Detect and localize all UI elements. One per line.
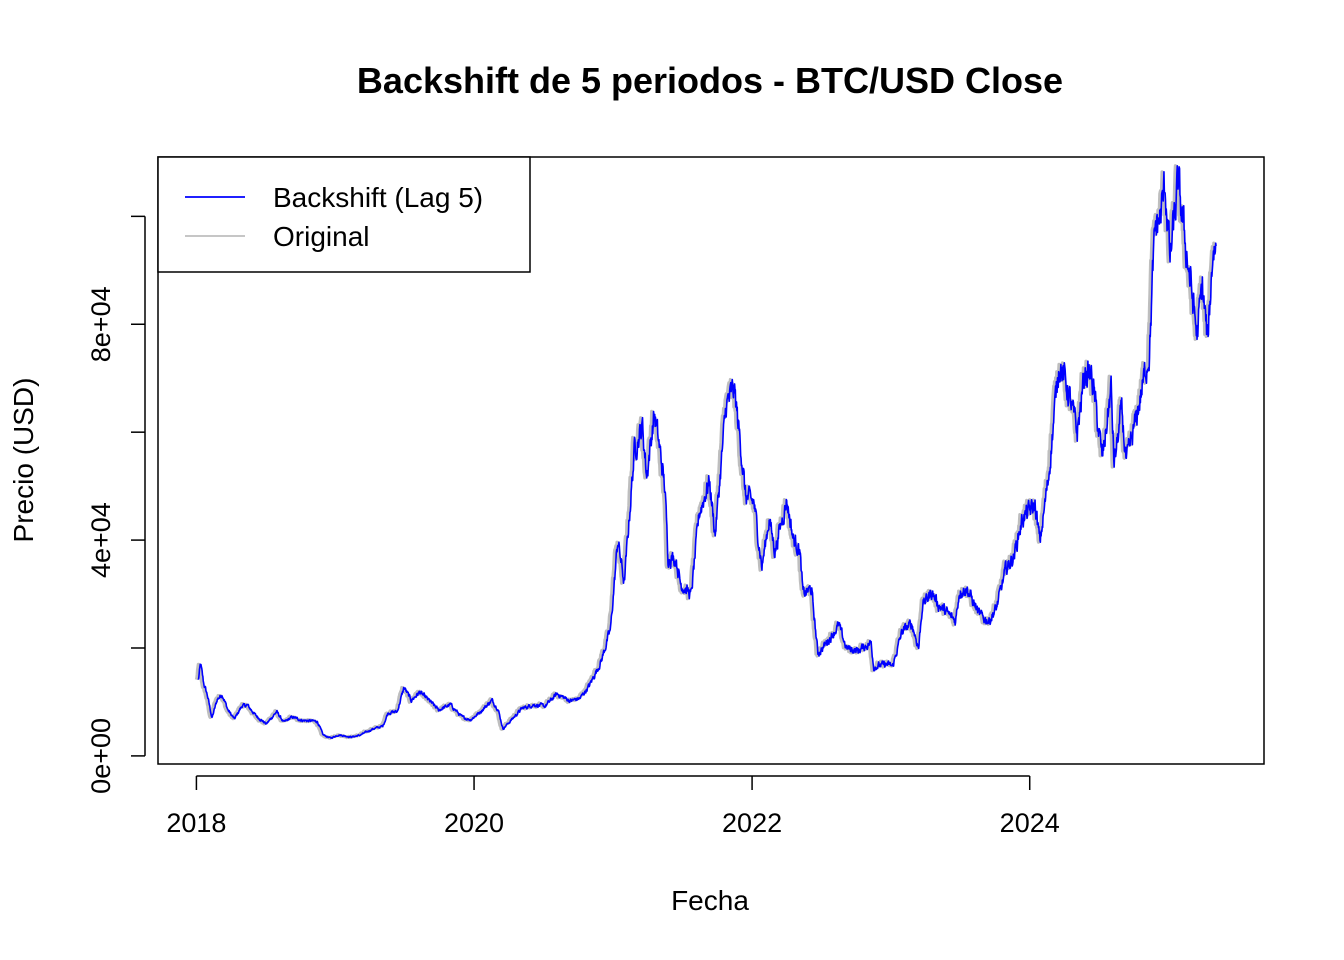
chart-title: Backshift de 5 periodos - BTC/USD Close — [357, 60, 1063, 101]
legend-label-backshift: Backshift (Lag 5) — [273, 182, 483, 213]
y-tick-label: 0e+00 — [86, 718, 116, 794]
plot-area — [157, 156, 1265, 765]
series-line-backshift — [197, 164, 1217, 740]
x-axis: 2018 2020 2022 2024 — [166, 775, 1060, 838]
x-tick-label: 2022 — [722, 808, 782, 838]
legend-label-original: Original — [273, 221, 369, 252]
y-tick-label: 4e+04 — [86, 502, 116, 578]
y-tick-label: 8e+04 — [86, 286, 116, 362]
y-axis-label: Precio (USD) — [8, 378, 39, 543]
legend-box — [157, 156, 531, 273]
plot-frame — [157, 156, 1265, 765]
x-axis-label: Fecha — [671, 885, 749, 916]
x-tick-label: 2020 — [444, 808, 504, 838]
x-tick-label: 2018 — [166, 808, 226, 838]
y-axis: 0e+00 4e+04 8e+04 — [86, 215, 146, 794]
series-layer — [194, 164, 1217, 740]
legend: Backshift (Lag 5) Original — [157, 156, 531, 273]
x-tick-label: 2024 — [1000, 808, 1060, 838]
